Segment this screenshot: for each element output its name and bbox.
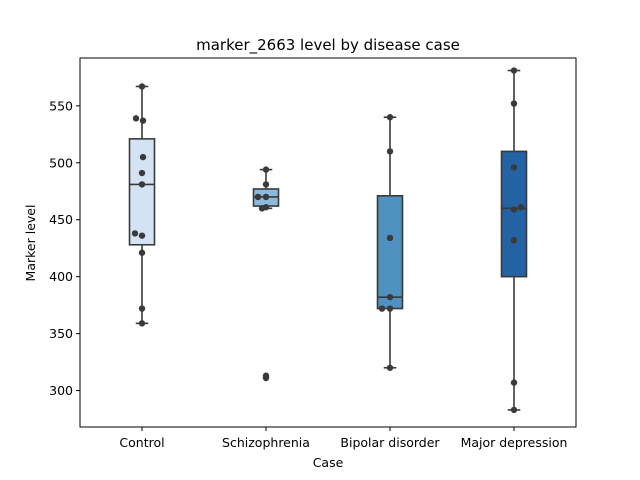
box-iqr [500,150,528,278]
data-point [510,406,518,414]
data-point [510,100,518,107]
x-axis: Control Schizophrenia Bipolar disorder Majo… [119,427,567,450]
x-tick-label: Schizophrenia [222,435,310,450]
y-axis: 300 350 400 450 500 550 [49,98,80,398]
plot-frame [79,57,577,428]
y-axis-label: Marker level [23,205,38,282]
y-tick-label: 450 [49,212,73,227]
data-point [510,379,518,386]
data-point [262,374,270,382]
data-point [510,67,518,74]
data-point [386,293,394,301]
data-point [386,364,394,371]
data-point [262,193,270,201]
x-axis-label: Case [313,455,344,470]
data-point [258,205,266,212]
data-point [138,305,146,312]
data-point [138,83,146,90]
data-point [139,117,147,124]
data-point [138,169,146,177]
data-point [138,181,146,188]
data-point [131,230,139,237]
data-point [262,166,270,173]
y-tick-label: 350 [49,326,73,341]
points-layer [131,67,525,414]
x-tick-label: Bipolar disorder [340,435,440,450]
chart-title: marker_2663 level by disease case [196,36,460,55]
data-point [386,305,394,312]
y-tick-label: 400 [49,269,73,284]
data-point [138,320,146,327]
y-tick-label: 550 [49,98,73,113]
x-tick-label: Control [119,435,164,450]
y-tick-label: 500 [49,155,73,170]
box-group [500,69,528,411]
data-point [132,115,140,122]
x-tick-label: Major depression [461,435,568,450]
box-group [128,85,156,325]
data-point [378,305,386,312]
data-point [510,206,518,213]
data-point [138,249,146,256]
data-point [386,148,394,155]
data-point [386,114,394,121]
plot-area [80,58,576,427]
data-point [386,234,394,242]
y-tick-label: 300 [49,383,73,398]
data-point [262,181,270,188]
data-point [510,164,518,171]
data-point [139,153,147,161]
data-point [510,237,518,244]
data-point [254,193,262,201]
box-iqr [376,195,404,310]
data-point [517,203,525,211]
data-point [138,232,146,239]
